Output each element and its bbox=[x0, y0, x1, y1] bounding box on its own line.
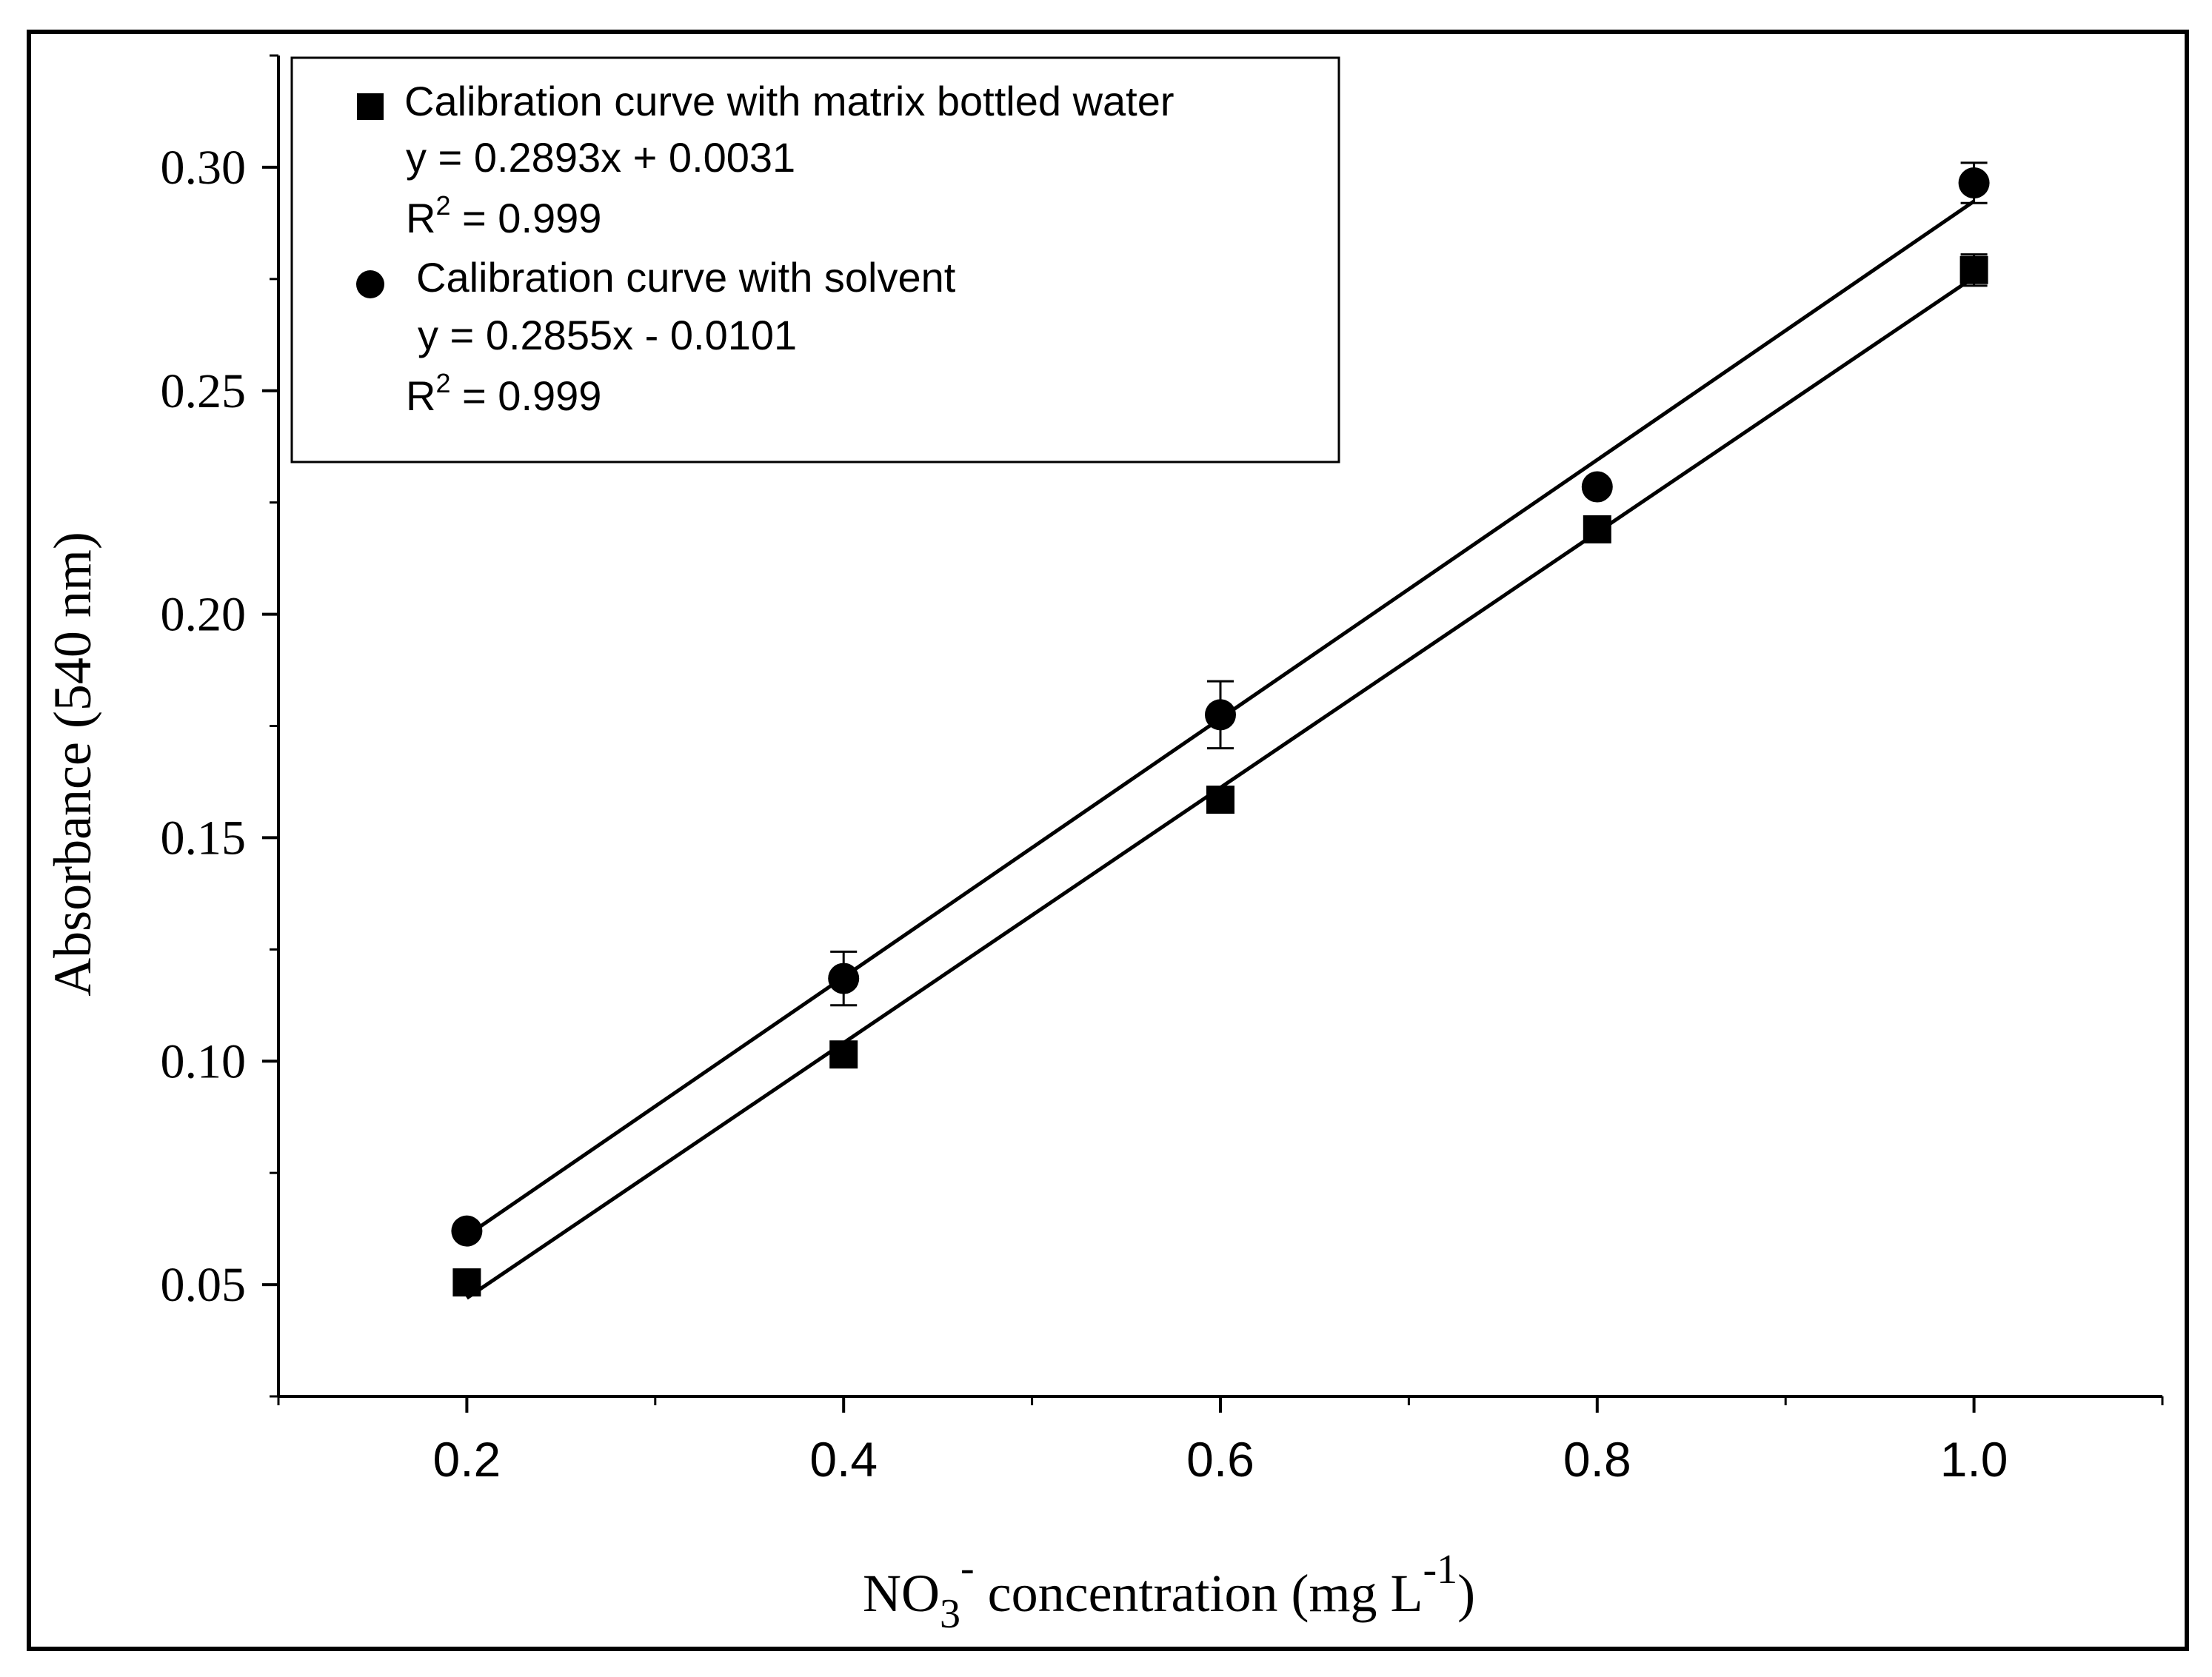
series-2 bbox=[451, 161, 1990, 1300]
data-point-circle bbox=[451, 1215, 483, 1247]
legend-box bbox=[290, 56, 1340, 463]
legend-series-2-equation: y = 0.2855x - 0.0101 bbox=[418, 312, 797, 358]
legend-series-1-r2: R2 = 0.999 bbox=[406, 190, 601, 241]
legend-series-1-name: Calibration curve with matrix bottled wa… bbox=[404, 78, 1175, 124]
data-point-square bbox=[1959, 255, 1988, 284]
data-point-circle bbox=[1958, 167, 1990, 199]
x-label-rest: concentration (mg L bbox=[975, 1564, 1423, 1623]
data-point-circle bbox=[828, 963, 860, 994]
legend-circle-marker bbox=[356, 270, 384, 298]
x-tick-label: 1.0 bbox=[1940, 1432, 2008, 1487]
x-tick-label: 0.2 bbox=[433, 1432, 501, 1487]
data-point-circle bbox=[1205, 699, 1236, 731]
y-tick-label: 0.15 bbox=[161, 811, 247, 865]
legend-series-1-equation: y = 0.2893x + 0.0031 bbox=[406, 134, 795, 181]
data-point-square bbox=[1206, 786, 1234, 814]
legend-square-marker bbox=[357, 93, 384, 120]
x-label-sup2: -1 bbox=[1423, 1547, 1457, 1593]
y-tick-label: 0.05 bbox=[161, 1258, 247, 1312]
y-tick-label: 0.30 bbox=[161, 141, 247, 195]
fit-line-series-2 bbox=[465, 275, 1976, 1300]
x-tick-label: 0.8 bbox=[1563, 1432, 1631, 1487]
x-label-sub: 3 bbox=[940, 1591, 960, 1637]
x-label-sup: - bbox=[960, 1545, 975, 1591]
y-tick-label: 0.20 bbox=[161, 588, 247, 642]
x-label-end: ) bbox=[1457, 1564, 1475, 1623]
x-tick-label: 0.6 bbox=[1186, 1432, 1254, 1487]
data-point-circle bbox=[1581, 471, 1613, 503]
y-tick-label: 0.10 bbox=[161, 1034, 247, 1088]
series-layer bbox=[451, 161, 1990, 1300]
legend-series-2-name: Calibration curve with solvent bbox=[416, 254, 956, 301]
data-point-square bbox=[829, 1040, 858, 1069]
legend-series-2-r2: R2 = 0.999 bbox=[406, 368, 601, 419]
y-tick-label: 0.25 bbox=[161, 364, 247, 418]
x-tick-label: 0.4 bbox=[809, 1432, 878, 1487]
x-label-prefix: NO bbox=[863, 1564, 940, 1623]
ticks: 0.05 0.10 0.15 0.20 0.25 0.30 0.2 0.4 0.6 0.8 1.0 bbox=[161, 54, 2164, 1487]
x-axis-label: NO3- concentration (mg L-1) bbox=[863, 1545, 1475, 1637]
y-axis-label: Absorbance (540 nm) bbox=[43, 532, 102, 997]
legend: Calibration curve with matrix bottled wa… bbox=[290, 56, 1340, 463]
